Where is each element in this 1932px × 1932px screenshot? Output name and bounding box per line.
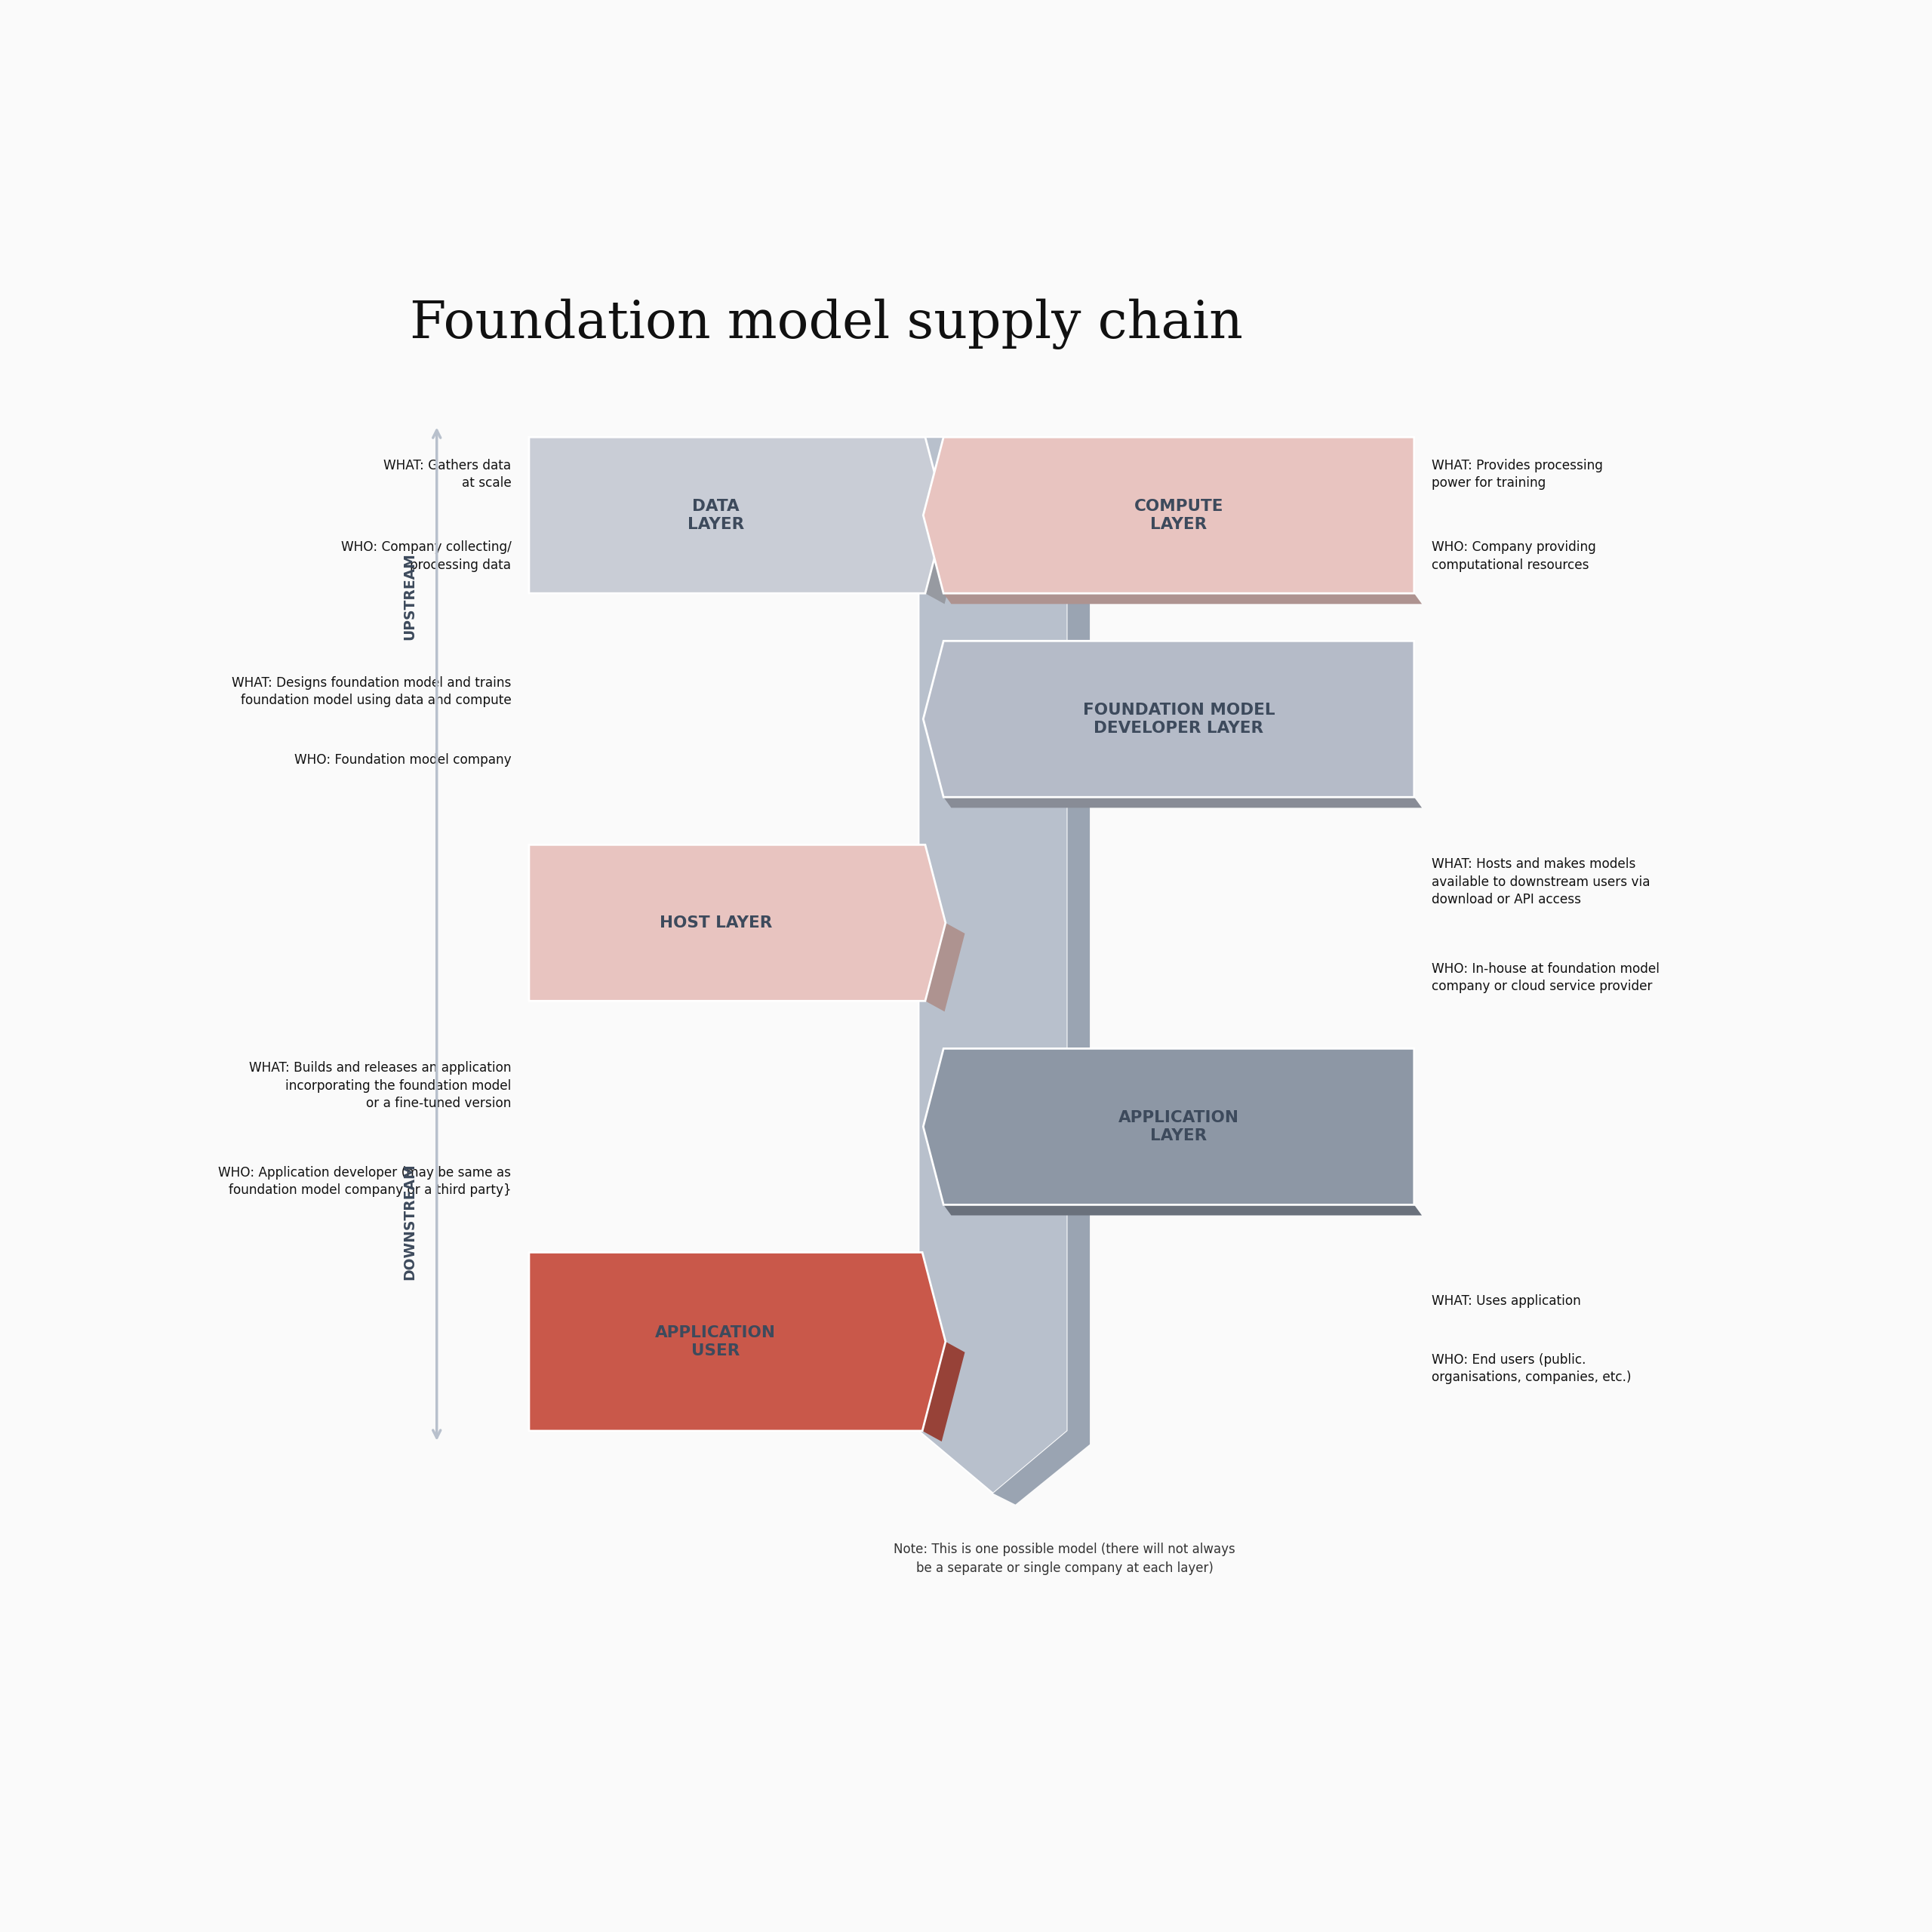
Text: WHAT: Provides processing
power for training: WHAT: Provides processing power for trai…: [1432, 458, 1604, 491]
Polygon shape: [922, 1341, 964, 1441]
Text: HOST LAYER: HOST LAYER: [659, 916, 773, 931]
Text: WHO: Application developer (may be same as
foundation model company or a third p: WHO: Application developer (may be same …: [218, 1165, 512, 1198]
Polygon shape: [529, 844, 945, 1001]
Text: WHO: Foundation model company: WHO: Foundation model company: [294, 753, 512, 767]
Polygon shape: [529, 437, 945, 593]
Text: WHAT: Builds and releases an application
incorporating the foundation model
or a: WHAT: Builds and releases an application…: [249, 1061, 512, 1111]
Text: DOWNSTREAM: DOWNSTREAM: [402, 1163, 417, 1281]
Text: WHO: Company providing
computational resources: WHO: Company providing computational res…: [1432, 541, 1596, 572]
Polygon shape: [943, 798, 1422, 808]
Text: APPLICATION
USER: APPLICATION USER: [655, 1325, 775, 1358]
Text: WHAT: Uses application: WHAT: Uses application: [1432, 1294, 1580, 1308]
Text: WHAT: Gathers data
at scale: WHAT: Gathers data at scale: [383, 458, 512, 491]
Text: UPSTREAM: UPSTREAM: [402, 553, 417, 639]
Polygon shape: [925, 516, 964, 605]
Polygon shape: [943, 1206, 1422, 1215]
Polygon shape: [923, 641, 1414, 798]
Text: WHAT: Designs foundation model and trains
foundation model using data and comput: WHAT: Designs foundation model and train…: [232, 676, 512, 707]
Polygon shape: [943, 593, 1422, 605]
Polygon shape: [920, 437, 1068, 1493]
Polygon shape: [993, 437, 1090, 1505]
Text: DATA
LAYER: DATA LAYER: [688, 498, 744, 531]
Text: Note: This is one possible model (there will not always
be a separate or single : Note: This is one possible model (there …: [895, 1542, 1235, 1575]
Text: FOUNDATION MODEL
DEVELOPER LAYER: FOUNDATION MODEL DEVELOPER LAYER: [1082, 703, 1275, 736]
Text: WHO: In-house at foundation model
company or cloud service provider: WHO: In-house at foundation model compan…: [1432, 962, 1660, 993]
Text: Foundation model supply chain: Foundation model supply chain: [410, 299, 1242, 350]
Polygon shape: [529, 1252, 945, 1432]
Text: COMPUTE
LAYER: COMPUTE LAYER: [1134, 498, 1223, 531]
Text: WHO: End users (public.
organisations, companies, etc.): WHO: End users (public. organisations, c…: [1432, 1352, 1633, 1385]
Text: WHAT: Hosts and makes models
available to downstream users via
download or API a: WHAT: Hosts and makes models available t…: [1432, 858, 1650, 906]
Polygon shape: [923, 437, 1414, 593]
Text: WHO: Company collecting/
processing data: WHO: Company collecting/ processing data: [340, 541, 512, 572]
Polygon shape: [923, 1049, 1414, 1206]
Polygon shape: [925, 923, 964, 1012]
Text: APPLICATION
LAYER: APPLICATION LAYER: [1119, 1111, 1238, 1144]
